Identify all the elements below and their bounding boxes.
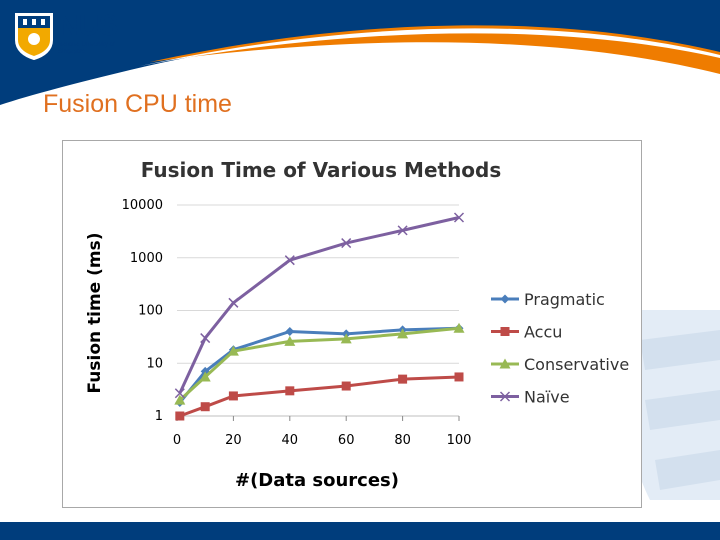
slide-title: Fusion CPU time xyxy=(43,90,232,118)
legend-label: Pragmatic xyxy=(524,290,605,309)
data-point xyxy=(341,238,352,249)
data-point xyxy=(200,402,210,412)
y-tick-label: 100 xyxy=(138,304,163,319)
data-point xyxy=(499,358,511,369)
legend-item-accu: Accu xyxy=(491,323,562,342)
y-axis-label: Fusion time (ms) xyxy=(85,232,105,393)
nus-logo: NUS National University of Singapore xyxy=(14,10,132,64)
header-blue-band xyxy=(0,0,720,105)
data-point xyxy=(454,372,464,382)
data-point xyxy=(175,411,185,421)
x-tick-label: 100 xyxy=(447,433,472,448)
y-tick-label: 10000 xyxy=(122,198,163,213)
data-point xyxy=(284,255,295,266)
legend-label: Naïve xyxy=(524,388,570,407)
gridlines xyxy=(177,204,459,364)
x-tick-label: 20 xyxy=(225,433,242,448)
data-point xyxy=(340,333,352,344)
data-point xyxy=(227,345,239,356)
chart-title: Fusion Time of Various Methods xyxy=(141,158,502,182)
data-point xyxy=(500,327,510,336)
data-point xyxy=(285,326,295,336)
data-point xyxy=(285,386,295,396)
data-point xyxy=(284,335,296,346)
chart-container: Fusion Time of Various Methods 1 10 100 100… xyxy=(62,140,642,508)
series-nave xyxy=(174,212,465,399)
data-point xyxy=(398,374,408,384)
footer-bar xyxy=(0,522,720,540)
axes: 1 10 100 1000 10000 0 20 40 60 80 100 xyxy=(122,198,472,448)
x-axis-label: #(Data sources) xyxy=(235,470,399,491)
header-white-gap xyxy=(140,28,720,66)
legend-label: Conservative xyxy=(524,355,629,374)
data-point xyxy=(500,294,510,304)
series-conservative xyxy=(174,322,465,405)
logo-wordmark: NUS xyxy=(58,10,118,42)
x-tick-label: 80 xyxy=(394,433,411,448)
logo-subtitle: National University of Singapore xyxy=(58,42,115,55)
y-tick-label: 1000 xyxy=(130,251,163,266)
series-line-accu xyxy=(179,375,460,418)
data-point xyxy=(397,328,409,339)
legend: Pragmatic Accu Conservative Naïve xyxy=(491,290,629,407)
series-accu xyxy=(175,372,464,421)
x-tick-label: 60 xyxy=(338,433,355,448)
header-orange-stripe xyxy=(150,25,720,74)
legend-item-nave: Naïve xyxy=(491,388,570,407)
data-point xyxy=(453,322,465,333)
watermark-crest-icon xyxy=(626,310,720,500)
header-swoosh xyxy=(0,0,720,105)
crest-icon xyxy=(15,13,53,60)
data-point xyxy=(499,391,511,402)
data-point xyxy=(453,212,465,223)
y-tick-label: 1 xyxy=(155,409,163,424)
legend-item-pragmatic: Pragmatic xyxy=(491,290,605,309)
data-point xyxy=(199,371,211,382)
data-point xyxy=(174,394,186,405)
series-line-nave xyxy=(178,216,460,394)
x-tick-label: 40 xyxy=(282,433,299,448)
y-tick-label: 10 xyxy=(146,356,163,371)
legend-label: Accu xyxy=(524,323,562,342)
fusion-time-chart: Fusion Time of Various Methods 1 10 100 100… xyxy=(85,158,629,491)
data-point xyxy=(228,297,239,308)
series-lines xyxy=(174,212,465,421)
data-point xyxy=(397,225,408,236)
data-point xyxy=(341,381,351,391)
data-point xyxy=(200,333,211,344)
data-point xyxy=(174,388,185,399)
data-point xyxy=(228,391,238,401)
x-tick-label: 0 xyxy=(173,433,181,448)
legend-item-conservative: Conservative xyxy=(491,355,629,374)
